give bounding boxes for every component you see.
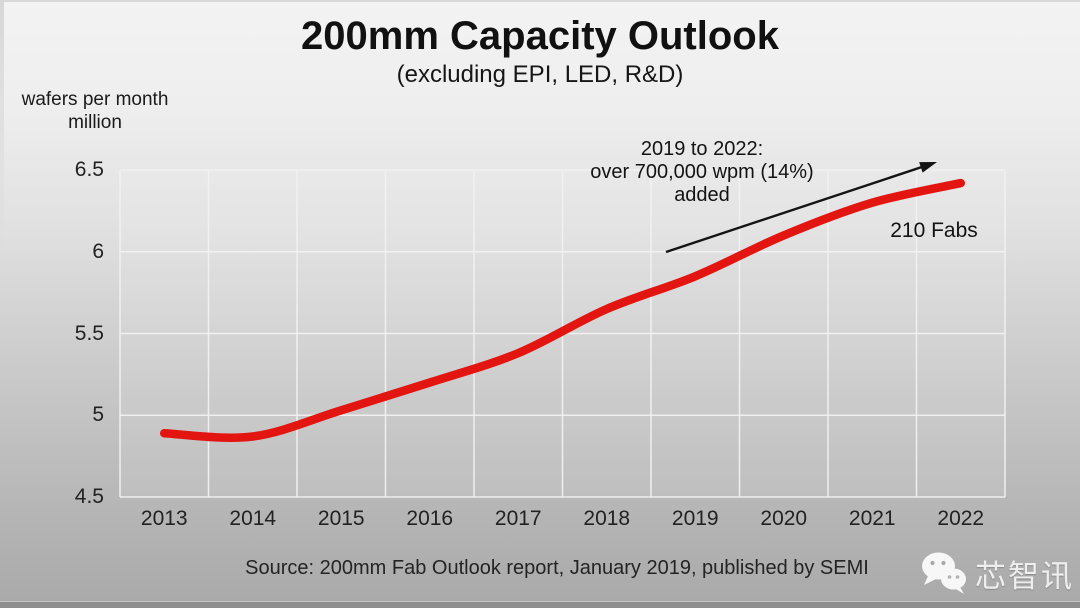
- growth-annotation-line-1: 2019 to 2022:: [640, 138, 764, 160]
- chart-subtitle: (excluding EPI, LED, R&D): [396, 61, 684, 88]
- source-note: Source: 200mm Fab Outlook report, Januar…: [245, 557, 869, 579]
- x-tick: 2020: [760, 507, 808, 530]
- watermark: 芯智讯: [919, 550, 1074, 596]
- wechat-icon: [922, 552, 966, 594]
- frame-bottom-bar: [0, 602, 1080, 608]
- x-axis-tick-labels: 2013 2014 2015 2016 2017 2018 2019 2020 …: [120, 507, 1005, 531]
- x-tick: 2018: [583, 507, 631, 530]
- chart-title: 200mm Capacity Outlook: [301, 14, 779, 58]
- frame-top-edge: [0, 0, 1080, 2]
- y-tick: 6.5: [74, 158, 104, 181]
- growth-annotation-line-3: added: [674, 184, 730, 206]
- x-tick: 2013: [140, 507, 188, 530]
- y-tick: 6: [92, 239, 104, 263]
- x-tick: 2022: [937, 507, 985, 530]
- y-axis-unit-line-2: million: [68, 112, 122, 133]
- chart-header: 200mm Capacity Outlook (excluding EPI, L…: [0, 12, 1080, 90]
- watermark-label: 芯智讯: [975, 558, 1074, 594]
- frame-bottom-highlight: [0, 601, 1080, 602]
- fabs-count-label: 210 Fabs: [890, 219, 978, 242]
- x-tick: 2014: [229, 507, 277, 530]
- y-tick: 4.5: [74, 485, 104, 508]
- frame-left-edge: [0, 0, 4, 274]
- growth-annotation-line-2: over 700,000 wpm (14%): [590, 161, 814, 183]
- y-axis-unit-label: wafers per month million: [5, 88, 185, 134]
- x-tick: 2017: [494, 507, 542, 530]
- x-tick: 2019: [671, 507, 719, 530]
- y-axis-tick-labels: 6.5 6 5.5 5 4.5: [0, 158, 104, 508]
- growth-annotation: 2019 to 2022: over 700,000 wpm (14%) add…: [562, 138, 842, 207]
- x-tick: 2015: [317, 507, 365, 530]
- y-axis-unit-line-1: wafers per month: [21, 89, 169, 110]
- x-tick: 2016: [406, 507, 454, 530]
- y-tick: 5.5: [74, 321, 104, 345]
- x-tick: 2021: [848, 507, 896, 530]
- y-tick: 5: [92, 403, 104, 427]
